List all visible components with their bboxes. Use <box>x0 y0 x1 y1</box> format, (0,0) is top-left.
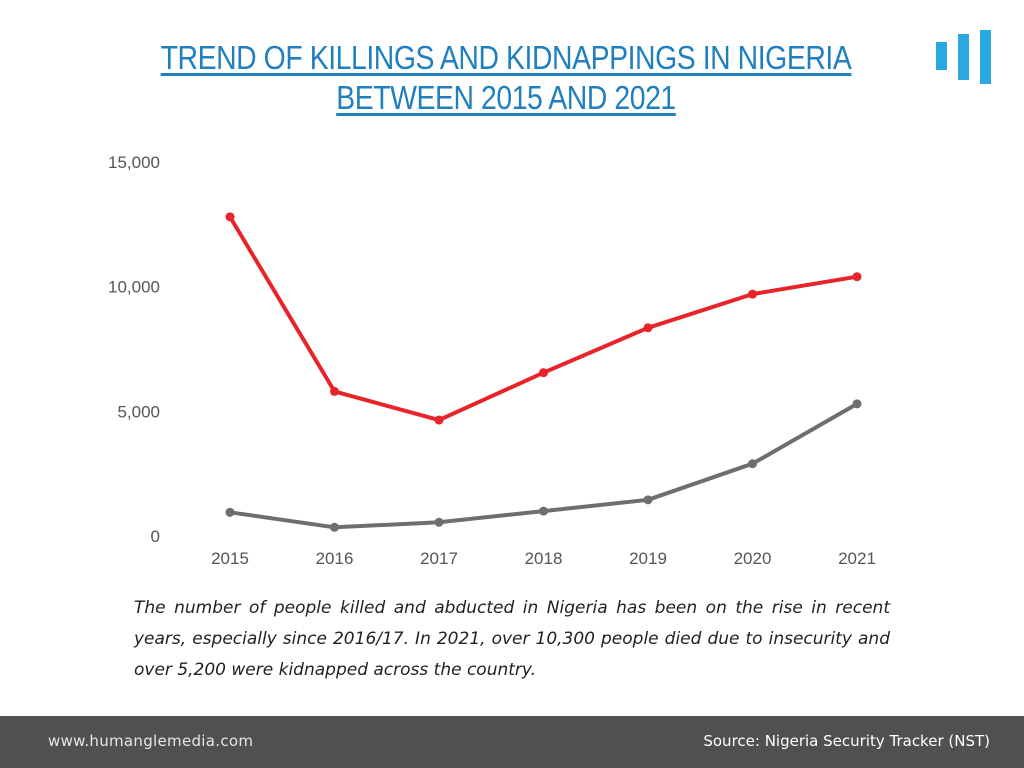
data-point-series-2 <box>643 495 653 505</box>
source-note: Source: Nigeria Security Tracker (NST) <box>703 732 990 750</box>
data-point-series-2 <box>225 507 235 517</box>
chart-caption: The number of people killed and abducted… <box>134 598 890 680</box>
series-layer <box>225 212 862 532</box>
data-point-series-1 <box>539 368 548 378</box>
y-tick-label: 0 <box>151 527 160 546</box>
y-tick-label: 10,000 <box>108 278 160 297</box>
series-line-1 <box>228 214 859 423</box>
x-tick-label: 2021 <box>838 549 876 568</box>
y-tick-label: 5,000 <box>117 402 160 421</box>
x-axis: 2015 2016 2017 2018 2019 2020 2021 <box>211 549 876 568</box>
y-tick-label: 15,000 <box>108 153 160 172</box>
data-point-series-2 <box>539 506 548 516</box>
logo-bar-medium <box>958 34 969 80</box>
x-tick-label: 2015 <box>211 549 249 568</box>
bar-chart-logo-icon <box>936 30 992 84</box>
x-tick-label: 2016 <box>316 549 354 568</box>
footer-bar: www.humanglemedia.com Source: Nigeria Se… <box>0 716 1024 768</box>
data-point-series-1 <box>643 323 653 333</box>
data-point-series-1 <box>852 272 862 282</box>
data-point-series-2 <box>852 399 862 409</box>
x-tick-label: 2018 <box>525 549 563 568</box>
data-point-series-2 <box>434 517 444 527</box>
x-tick-label: 2019 <box>629 549 667 568</box>
x-tick-label: 2020 <box>734 549 772 568</box>
website-link[interactable]: www.humanglemedia.com <box>48 732 254 750</box>
data-point-series-1 <box>434 415 444 425</box>
data-point-series-2 <box>748 459 757 469</box>
chart-title: TREND OF KILLINGS AND KIDNAPPINGS IN NIG… <box>160 39 852 116</box>
logo-bar-tall <box>980 30 991 84</box>
y-axis: 0 5,000 10,000 15,000 <box>108 153 160 546</box>
data-point-series-2 <box>330 522 339 532</box>
logo-bar-short <box>936 42 947 70</box>
data-point-series-1 <box>330 386 339 396</box>
data-point-series-1 <box>225 212 235 222</box>
data-point-series-1 <box>748 289 757 299</box>
x-tick-label: 2017 <box>420 549 458 568</box>
